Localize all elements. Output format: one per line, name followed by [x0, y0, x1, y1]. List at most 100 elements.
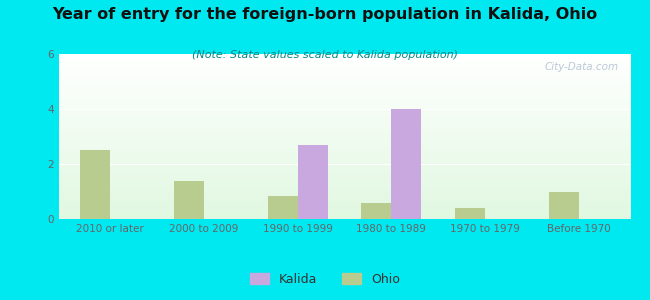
Bar — [58, 152, 630, 153]
Bar — [58, 212, 630, 213]
Bar — [58, 114, 630, 115]
Bar — [58, 105, 630, 106]
Bar — [58, 198, 630, 199]
Bar — [58, 94, 630, 95]
Bar — [58, 148, 630, 149]
Bar — [58, 210, 630, 211]
Bar — [58, 170, 630, 171]
Bar — [58, 149, 630, 150]
Bar — [58, 206, 630, 207]
Bar — [58, 103, 630, 104]
Bar — [58, 145, 630, 146]
Bar — [58, 193, 630, 194]
Bar — [58, 129, 630, 130]
Text: (Note: State values scaled to Kalida population): (Note: State values scaled to Kalida pop… — [192, 50, 458, 59]
Bar — [58, 113, 630, 114]
Bar — [58, 169, 630, 170]
Bar — [58, 61, 630, 62]
Bar — [58, 160, 630, 161]
Bar — [58, 197, 630, 198]
Bar — [58, 111, 630, 112]
Bar — [58, 200, 630, 201]
Bar — [58, 143, 630, 144]
Bar — [58, 79, 630, 80]
Bar — [58, 132, 630, 133]
Bar — [58, 91, 630, 92]
Bar — [58, 169, 630, 170]
Bar — [58, 59, 630, 60]
Bar — [58, 195, 630, 196]
Bar — [58, 190, 630, 191]
Bar — [58, 122, 630, 123]
Bar — [58, 204, 630, 205]
Bar — [58, 187, 630, 188]
Bar — [58, 133, 630, 134]
Bar — [58, 179, 630, 180]
Bar — [58, 116, 630, 117]
Bar — [58, 92, 630, 93]
Bar — [58, 131, 630, 132]
Bar — [58, 199, 630, 200]
Bar — [58, 90, 630, 91]
Bar — [174, 181, 204, 219]
Bar — [58, 82, 630, 83]
Bar — [58, 159, 630, 160]
Bar — [58, 137, 630, 138]
Bar — [58, 186, 630, 187]
Bar — [58, 181, 630, 182]
Bar — [58, 70, 630, 71]
Bar — [58, 95, 630, 96]
Bar — [298, 145, 328, 219]
Bar — [58, 202, 630, 203]
Bar — [58, 93, 630, 94]
Bar — [58, 158, 630, 159]
Bar — [58, 139, 630, 140]
Bar — [58, 104, 630, 105]
Bar — [58, 160, 630, 161]
Bar — [58, 180, 630, 181]
Bar — [58, 86, 630, 87]
Bar — [58, 120, 630, 121]
Bar — [58, 155, 630, 156]
Bar — [58, 142, 630, 143]
Bar — [58, 153, 630, 154]
Bar — [58, 76, 630, 77]
Bar — [58, 156, 630, 157]
Bar — [58, 56, 630, 57]
Bar — [58, 85, 630, 86]
Bar — [58, 81, 630, 82]
Bar — [58, 201, 630, 202]
Bar — [58, 106, 630, 107]
Bar — [58, 203, 630, 204]
Bar — [58, 140, 630, 141]
Bar — [58, 218, 630, 219]
Bar — [58, 74, 630, 75]
Bar — [58, 141, 630, 142]
Bar — [58, 115, 630, 116]
Bar — [58, 172, 630, 173]
Bar — [58, 66, 630, 67]
Bar — [58, 118, 630, 119]
Bar — [549, 191, 579, 219]
Bar — [58, 161, 630, 162]
Bar — [58, 63, 630, 64]
Bar — [58, 135, 630, 136]
Bar — [58, 55, 630, 56]
Bar — [58, 217, 630, 218]
Bar — [58, 78, 630, 79]
Bar — [58, 125, 630, 126]
Bar — [455, 208, 485, 219]
Bar — [58, 173, 630, 174]
Bar — [58, 136, 630, 137]
Bar — [58, 191, 630, 192]
Bar — [58, 216, 630, 217]
Bar — [58, 69, 630, 70]
Bar — [58, 183, 630, 184]
Bar — [58, 65, 630, 66]
Bar — [58, 165, 630, 166]
Bar — [58, 146, 630, 147]
Bar — [58, 196, 630, 197]
Bar — [58, 157, 630, 158]
Bar — [58, 182, 630, 183]
Bar — [58, 184, 630, 185]
